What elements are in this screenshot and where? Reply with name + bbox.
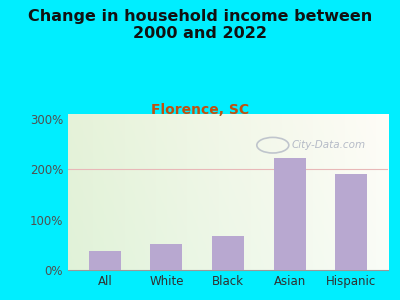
Text: Change in household income between
2000 and 2022: Change in household income between 2000 … [28, 9, 372, 41]
Text: City-Data.com: City-Data.com [292, 140, 366, 150]
Text: Florence, SC: Florence, SC [151, 103, 249, 118]
Bar [274, 158, 306, 270]
Bar [89, 251, 121, 270]
Bar [150, 244, 182, 270]
Bar [212, 236, 244, 270]
Bar [335, 174, 367, 270]
